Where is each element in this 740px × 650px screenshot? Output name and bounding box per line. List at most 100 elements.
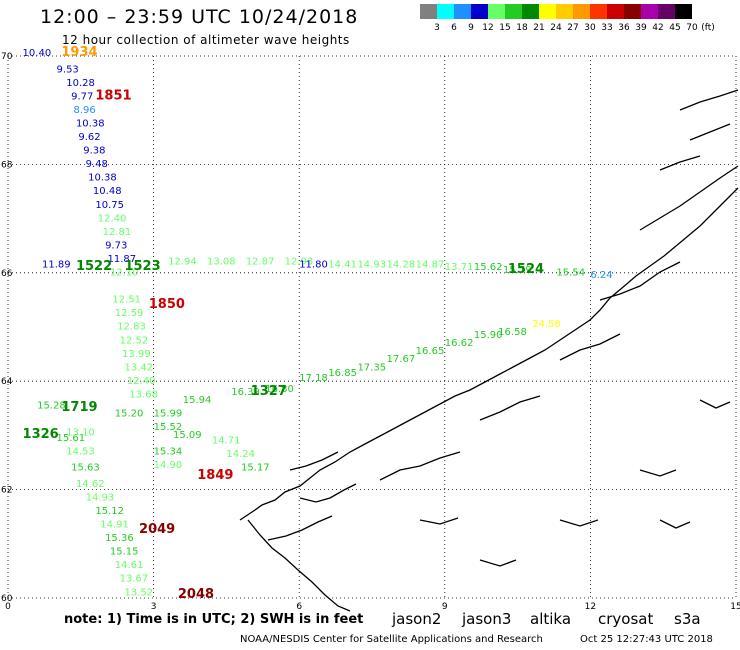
pass-time-label: 1934 bbox=[61, 45, 97, 60]
legend-swatch-label: 42 bbox=[652, 23, 664, 33]
coast-lake-4 bbox=[639, 469, 677, 477]
wave-height-value: 14.24 bbox=[226, 449, 255, 460]
wave-height-value: 13.10 bbox=[66, 427, 95, 438]
legend-swatch-label: 24 bbox=[550, 23, 562, 33]
pass-time-label: 1524 bbox=[508, 262, 544, 277]
wave-height-value: 13.52 bbox=[124, 587, 153, 598]
wave-height-value: 13.42 bbox=[124, 362, 153, 373]
wave-height-value: 15.79 bbox=[503, 265, 532, 276]
wave-height-value: 10.38 bbox=[88, 173, 117, 184]
wave-height-value: 15.94 bbox=[183, 395, 212, 406]
wave-height-value: 10.38 bbox=[76, 118, 105, 129]
wave-height-value: 15.12 bbox=[95, 506, 124, 517]
coast-fjord-4 bbox=[379, 451, 461, 481]
wave-height-value: 13.68 bbox=[129, 389, 158, 400]
wave-height-value: 15.20 bbox=[115, 408, 144, 419]
wave-height-value: 9.53 bbox=[57, 64, 79, 75]
legend-swatch bbox=[658, 4, 675, 19]
wave-height-value: 13.71 bbox=[445, 262, 474, 273]
wave-height-value: 15.54 bbox=[556, 268, 585, 279]
legend-swatch-label: 9 bbox=[468, 23, 474, 33]
wave-height-value: 16.58 bbox=[498, 327, 527, 338]
generated-timestamp: Oct 25 12:27:43 UTC 2018 bbox=[580, 634, 713, 645]
legend-swatch bbox=[556, 4, 573, 19]
wave-height-value: 16.80 bbox=[265, 384, 294, 395]
wave-height-value: 9.73 bbox=[105, 240, 127, 251]
legend-swatch-label: 21 bbox=[533, 23, 545, 33]
wave-height-value: 14.28 bbox=[387, 259, 416, 270]
wave-height-value: 14.71 bbox=[212, 436, 241, 447]
coast-lake-2 bbox=[479, 559, 517, 567]
legend-swatch-label: 15 bbox=[499, 23, 511, 33]
wave-height-value: 13.08 bbox=[207, 257, 236, 268]
wave-height-value: 17.18 bbox=[299, 373, 328, 384]
legend-swatch-label: 45 bbox=[669, 23, 681, 33]
wave-height-value: 9.38 bbox=[83, 146, 105, 157]
map-subtitle: 12 hour collection of altimeter wave hei… bbox=[62, 33, 350, 47]
wave-height-value: 9.77 bbox=[71, 91, 93, 102]
coast-norway-outline-2 bbox=[247, 519, 351, 612]
coast-islands-north bbox=[659, 89, 739, 171]
wave-height-value: 12.40 bbox=[127, 376, 156, 387]
wave-height-value: 12.40 bbox=[98, 213, 127, 224]
lat-tick-label: 60 bbox=[1, 594, 13, 604]
wave-height-value: 15.36 bbox=[105, 533, 134, 544]
wave-height-value: 14.87 bbox=[416, 259, 445, 270]
coast-fjord-2 bbox=[267, 515, 333, 541]
wave-height-value: 9.48 bbox=[86, 159, 108, 170]
wave-height-value: 15.34 bbox=[154, 446, 183, 457]
wave-height-value: 14.93 bbox=[357, 259, 386, 270]
pass-time-label: 2048 bbox=[178, 587, 214, 602]
coast-fjord-5 bbox=[479, 395, 541, 421]
wave-height-value: 6.24 bbox=[590, 270, 612, 281]
legend-swatch bbox=[488, 4, 505, 19]
legend-swatch-label: 27 bbox=[567, 23, 579, 33]
legend-s3a: s3a bbox=[674, 610, 701, 628]
legend-swatch bbox=[675, 4, 692, 19]
wave-height-value: 16.62 bbox=[445, 338, 474, 349]
coast-fjord-1 bbox=[299, 483, 357, 503]
wave-height-value: 12.10 bbox=[110, 268, 139, 279]
lon-tick-label: 0 bbox=[5, 602, 11, 612]
legend-unit: (ft) bbox=[701, 23, 715, 33]
wave-height-value: 12.94 bbox=[168, 257, 197, 268]
legend-swatch bbox=[471, 4, 488, 19]
lon-tick-label: 12 bbox=[585, 602, 596, 612]
coast-fjord-6 bbox=[559, 333, 621, 361]
map-title: 12:00 – 23:59 UTC 10/24/2018 bbox=[40, 6, 359, 28]
wave-height-value: 16.39 bbox=[231, 387, 260, 398]
legend-swatch-label: 70 bbox=[686, 23, 698, 33]
wave-height-value: 11.87 bbox=[107, 254, 136, 265]
pass-time-label: 1522 bbox=[76, 259, 112, 274]
legend-swatch bbox=[437, 4, 454, 19]
lat-tick-label: 68 bbox=[1, 160, 13, 170]
wave-height-value: 14.90 bbox=[154, 460, 183, 471]
legend-swatch bbox=[420, 4, 437, 19]
wave-height-value: 12.93 bbox=[285, 257, 314, 268]
lat-lon-grid: 0 3 6 9 12 15 70 68 66 64 62 60 bbox=[1, 52, 740, 612]
wave-height-value: 10.75 bbox=[95, 200, 124, 211]
legend-swatch-label: 12 bbox=[482, 23, 494, 33]
pass-time-label: 1849 bbox=[197, 468, 233, 483]
legend-swatch-label: 33 bbox=[601, 23, 613, 33]
wave-height-value: 15.09 bbox=[173, 430, 202, 441]
wave-height-value: 12.51 bbox=[112, 295, 141, 306]
lat-tick-label: 62 bbox=[1, 486, 12, 496]
coast-lake-1 bbox=[419, 517, 459, 525]
legend-swatch bbox=[607, 4, 624, 19]
lon-tick-label: 6 bbox=[296, 602, 302, 612]
wave-height-value: 12.59 bbox=[115, 308, 144, 319]
wave-height-value: 10.48 bbox=[93, 186, 122, 197]
legend-cryosat: cryosat bbox=[598, 610, 654, 628]
wave-height-value: 16.85 bbox=[328, 368, 357, 379]
wave-height-value: 10.28 bbox=[66, 78, 95, 89]
wave-height-value: 17.35 bbox=[357, 362, 386, 373]
wave-height-value: 14.91 bbox=[100, 520, 129, 531]
lon-tick-label: 15 bbox=[730, 602, 740, 612]
lat-tick-label: 66 bbox=[1, 269, 13, 279]
legend-jason3: jason3 bbox=[462, 610, 512, 628]
wave-height-value: 24.58 bbox=[532, 319, 561, 330]
wave-height-value: 15.15 bbox=[110, 547, 139, 558]
pass-time-label: 1327 bbox=[251, 384, 287, 399]
